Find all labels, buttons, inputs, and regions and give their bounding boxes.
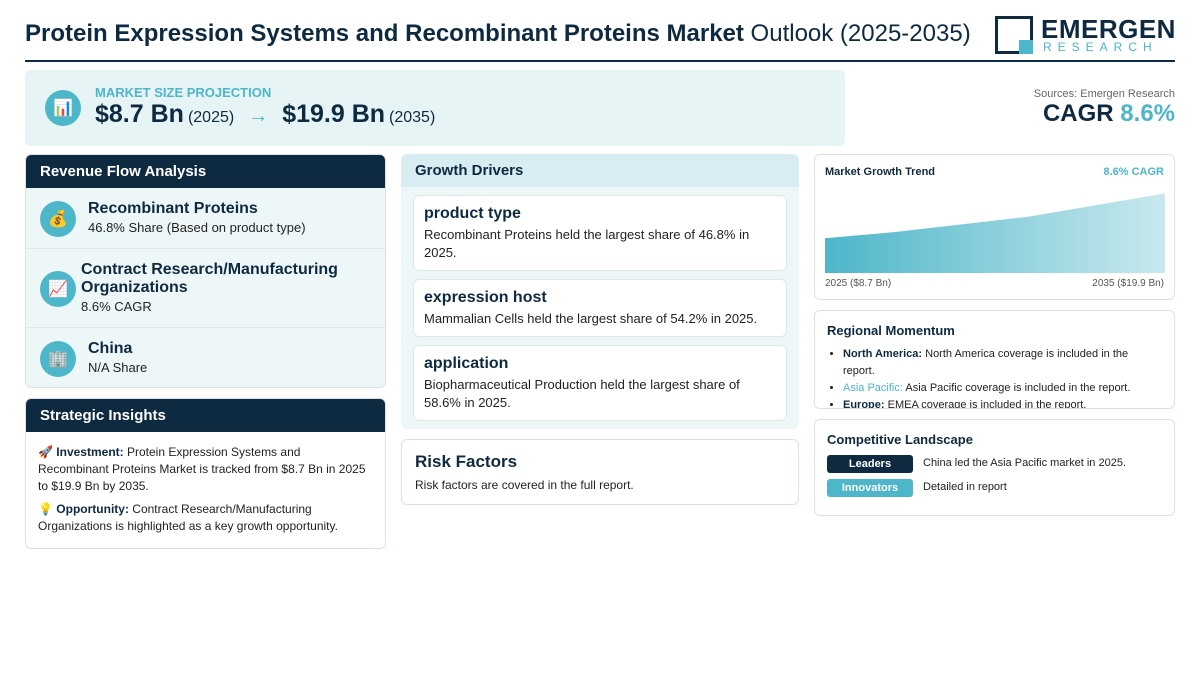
end-year: (2035) <box>389 109 436 126</box>
logo-main-text: EMERGEN <box>1041 14 1176 44</box>
investment-text: Protein Expression Systems and Recombina… <box>38 445 366 493</box>
page-title-bold: Protein Expression Systems and Recombina… <box>25 20 744 47</box>
growth-area <box>825 193 1165 273</box>
bar-chart-icon: 📊 <box>45 90 81 126</box>
trend-start-label: 2025 ($8.7 Bn) <box>825 278 892 289</box>
market-growth-trend-panel: Market Growth Trend 8.6% CAGR 2025 ($8.7… <box>814 154 1175 300</box>
region-list: North America: North America coverage is… <box>827 346 1162 409</box>
leaders-text: China led the Asia Pacific market in 202… <box>923 457 1127 469</box>
emergen-logo: EMERGEN RESEARCH <box>995 14 1175 56</box>
risk-factors-title: Risk Factors <box>415 452 518 471</box>
innovators-text: Detailed in report <box>923 481 1007 493</box>
region-name: Europe: <box>843 399 885 409</box>
driver-text: Recombinant Proteins held the largest sh… <box>424 227 750 260</box>
revenue-item: 💰 Recombinant Proteins 46.8% Share (Base… <box>26 188 385 249</box>
investment-label: Investment: <box>56 445 124 459</box>
money-bag-icon: 💰 <box>40 201 76 237</box>
regional-momentum-title: Regional Momentum <box>827 323 955 338</box>
driver-heading: product type <box>424 205 521 222</box>
risk-factors-panel: Risk Factors Risk factors are covered in… <box>401 439 799 505</box>
sources-text: Sources: Emergen Research <box>1033 88 1175 100</box>
region-text: Asia Pacific coverage is included in the… <box>905 382 1131 394</box>
revenue-item: 🏢 China N/A Share <box>26 328 385 387</box>
header: Protein Expression Systems and Recombina… <box>25 12 1175 62</box>
strategic-insights-body: 🚀 Investment: Protein Expression Systems… <box>26 432 385 548</box>
strategic-insights-title: Strategic Insights <box>26 399 385 432</box>
investment-insight: 🚀 Investment: Protein Expression Systems… <box>38 444 373 495</box>
revenue-item-sub: 8.6% CAGR <box>81 299 152 314</box>
driver-heading: expression host <box>424 289 547 306</box>
market-size-projection: 📊 MARKET SIZE PROJECTION $8.7 Bn (2025) → $… <box>25 70 845 146</box>
start-year: (2025) <box>187 109 235 126</box>
region-text: EMEA coverage is included in the report. <box>887 399 1087 409</box>
driver-heading: application <box>424 355 509 372</box>
regional-momentum-panel: Regional Momentum North America: North A… <box>814 310 1175 409</box>
opportunity-text: Contract Research/Manufacturing Organiza… <box>38 502 338 533</box>
trend-title: Market Growth Trend <box>825 166 936 178</box>
revenue-item-sub: N/A Share <box>88 360 148 375</box>
opportunity-insight: 💡 Opportunity: Contract Research/Manufac… <box>38 501 373 535</box>
leaders-badge: Leaders <box>827 455 913 473</box>
page-title-light: Outlook (2025-2035) <box>750 20 971 47</box>
cagr-summary: CAGR 8.6% <box>1043 100 1175 128</box>
driver-card: application Biopharmaceutical Production… <box>413 345 787 421</box>
growth-drivers-panel: Growth Drivers product type Recombinant … <box>401 154 799 429</box>
competitive-row: Leaders China led the Asia Pacific marke… <box>827 455 1162 479</box>
risk-factors-text: Risk factors are covered in the full rep… <box>415 478 634 492</box>
trend-chart-icon: 📈 <box>40 271 76 307</box>
region-item: Asia Pacific: Asia Pacific coverage is i… <box>843 380 1162 397</box>
growth-drivers-title: Growth Drivers <box>401 154 799 187</box>
competitive-row: Innovators Detailed in report <box>827 479 1162 503</box>
revenue-flow-title: Revenue Flow Analysis <box>26 155 385 188</box>
region-item: North America: North America coverage is… <box>843 346 1162 380</box>
opportunity-label: Opportunity: <box>56 502 129 516</box>
revenue-item-title: Recombinant Proteins <box>88 200 258 217</box>
revenue-flow-panel: Revenue Flow Analysis 💰 Recombinant Prot… <box>25 154 386 388</box>
region-text: North America coverage is included in th… <box>843 348 1129 377</box>
projection-values: $8.7 Bn (2025) → $19.9 Bn (2035) <box>95 100 435 129</box>
growth-area-chart <box>825 193 1165 273</box>
driver-text: Biopharmaceutical Production held the la… <box>424 377 740 410</box>
arrow-right-icon: → <box>248 105 269 127</box>
region-item: Europe: EMEA coverage is included in the… <box>843 397 1162 409</box>
logo-sub-text: RESEARCH <box>1043 40 1158 54</box>
revenue-item-title: China <box>88 340 133 357</box>
trend-cagr: 8.6% CAGR <box>1103 166 1164 178</box>
cagr-label: CAGR <box>1042 100 1114 127</box>
revenue-item: 📈 Contract Research/Manufacturing Organi… <box>26 249 385 328</box>
logo-mark <box>995 16 1033 54</box>
driver-text: Mammalian Cells held the largest share o… <box>424 311 758 326</box>
rocket-icon: 🚀 <box>38 445 53 459</box>
region-name: Asia Pacific: <box>843 382 903 394</box>
strategic-insights-panel: Strategic Insights 🚀 Investment: Protein… <box>25 398 386 549</box>
revenue-item-title: Contract Research/Manufacturing Organiza… <box>81 261 338 296</box>
driver-card: product type Recombinant Proteins held t… <box>413 195 787 271</box>
driver-card: expression host Mammalian Cells held the… <box>413 279 787 337</box>
competitive-landscape-title: Competitive Landscape <box>827 432 973 447</box>
trend-end-label: 2035 ($19.9 Bn) <box>1092 278 1164 289</box>
competitive-landscape-panel: Competitive Landscape Leaders China led … <box>814 419 1175 516</box>
lightbulb-icon: 💡 <box>38 502 53 516</box>
region-name: North America: <box>843 348 923 360</box>
projection-label: MARKET SIZE PROJECTION <box>95 85 272 100</box>
innovators-badge: Innovators <box>827 479 913 497</box>
page-title: Protein Expression Systems and Recombina… <box>25 20 971 48</box>
end-value: $19.9 Bn <box>282 100 386 128</box>
building-icon: 🏢 <box>40 341 76 377</box>
revenue-flow-body: 💰 Recombinant Proteins 46.8% Share (Base… <box>26 188 385 387</box>
revenue-item-sub: 46.8% Share (Based on product type) <box>88 220 306 235</box>
start-value: $8.7 Bn <box>95 100 184 128</box>
cagr-value: 8.6% <box>1120 100 1175 127</box>
